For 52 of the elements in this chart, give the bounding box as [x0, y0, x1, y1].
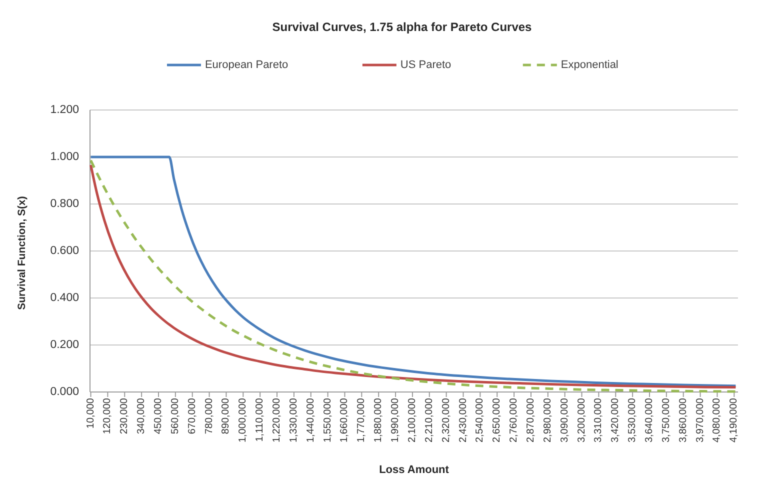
x-tick-label: 3,420,000 — [610, 398, 622, 442]
y-tick-label: 0.800 — [50, 198, 79, 210]
x-tick-label: 3,640,000 — [644, 398, 655, 442]
x-tick-label: 3,750,000 — [660, 398, 672, 442]
x-tick-label: 340,000 — [136, 398, 148, 434]
x-tick-label: 1,660,000 — [339, 398, 350, 442]
y-tick-label: 0.600 — [50, 245, 79, 257]
x-tick-label: 1,990,000 — [390, 398, 402, 442]
x-tick-label: 450,000 — [152, 398, 164, 434]
x-tick-label: 2,870,000 — [525, 398, 536, 442]
x-tick-label: 2,980,000 — [542, 398, 554, 442]
x-tick-label: 3,200,000 — [576, 398, 588, 442]
x-tick-label: 3,970,000 — [694, 398, 706, 442]
x-tick-label: 120,000 — [102, 398, 114, 434]
x-tick-label: 2,540,000 — [474, 398, 486, 442]
y-tick-label: 1.000 — [50, 151, 79, 163]
legend-label: Exponential — [560, 59, 618, 71]
x-tick-label: 3,860,000 — [678, 398, 689, 442]
x-tick-label: 1,770,000 — [356, 398, 368, 442]
x-tick-label: 3,310,000 — [593, 398, 604, 442]
y-tick-label: 0.000 — [50, 386, 79, 398]
legend-label: European Pareto — [204, 59, 288, 71]
x-tick-label: 3,530,000 — [627, 398, 638, 442]
x-tick-label: 4,080,000 — [712, 398, 723, 442]
x-tick-label: 2,650,000 — [492, 398, 503, 442]
x-tick-label: 1,550,000 — [322, 398, 334, 442]
x-axis-title: Loss Amount — [379, 464, 450, 476]
x-tick-label: 670,000 — [186, 398, 198, 434]
x-tick-label: 3,090,000 — [559, 398, 570, 442]
x-tick-label: 560,000 — [170, 398, 181, 434]
y-axis-title: Survival Function, S(x) — [16, 196, 28, 310]
y-tick-label: 1.200 — [50, 104, 79, 116]
x-tick-label: 890,000 — [220, 398, 232, 434]
x-tick-label: 2,760,000 — [508, 398, 520, 442]
x-tick-label: 1,110,000 — [254, 398, 266, 442]
x-tick-label: 1,220,000 — [272, 398, 283, 442]
x-tick-label: 2,100,000 — [406, 398, 418, 442]
x-tick-label: 1,330,000 — [288, 398, 300, 442]
x-tick-label: 4,190,000 — [728, 398, 740, 442]
x-tick-label: 780,000 — [204, 398, 215, 434]
x-tick-label: 1,000,000 — [238, 398, 249, 442]
x-tick-label: 2,320,000 — [440, 398, 452, 442]
x-tick-label: 10,000 — [85, 398, 96, 429]
x-tick-label: 2,210,000 — [424, 398, 435, 442]
y-tick-label: 0.400 — [50, 292, 79, 304]
x-tick-label: 230,000 — [119, 398, 130, 434]
x-tick-label: 1,880,000 — [373, 398, 384, 442]
x-tick-label: 1,440,000 — [305, 398, 316, 442]
x-tick-label: 2,430,000 — [458, 398, 469, 442]
chart-title: Survival Curves, 1.75 alpha for Pareto Curves — [272, 20, 532, 34]
y-tick-label: 0.200 — [50, 339, 79, 351]
legend-label: US Pareto — [400, 59, 452, 71]
